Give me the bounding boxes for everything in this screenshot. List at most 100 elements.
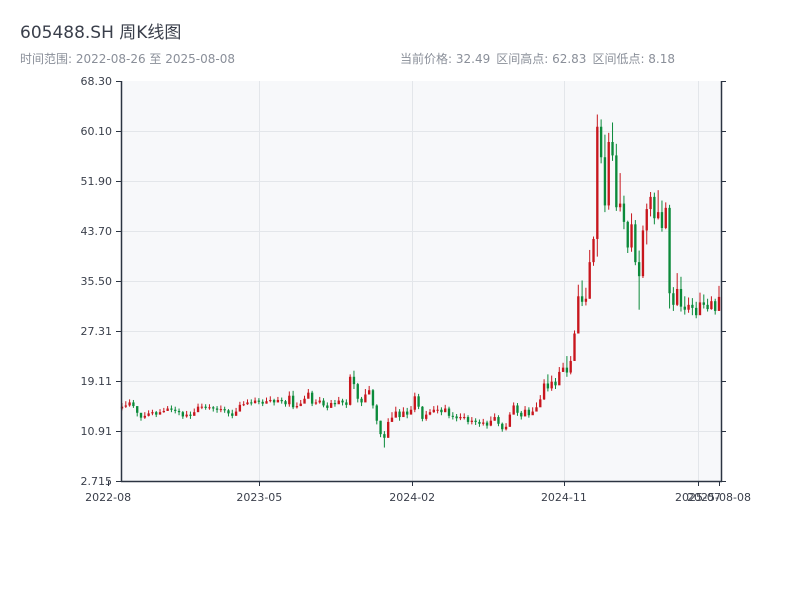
candle (432, 406, 435, 413)
x-tick-label: 2024-02 (389, 491, 435, 504)
grid-lines (121, 81, 721, 481)
candle (234, 407, 238, 416)
y-tick-label: 68.30 (81, 75, 113, 88)
candle-body (504, 426, 508, 430)
candle (459, 413, 462, 421)
candle (284, 399, 287, 407)
current-price-label: 当前价格: 32.49 (400, 52, 491, 66)
candle-body (714, 301, 717, 311)
candle (310, 390, 314, 407)
candle (276, 396, 280, 403)
candle (630, 213, 633, 252)
candle (314, 399, 318, 405)
candle (539, 395, 542, 408)
candle-body (641, 230, 645, 277)
candle-body (580, 296, 584, 302)
candles (120, 114, 721, 448)
candle (714, 298, 717, 315)
candle-body (375, 405, 378, 421)
candle-body (352, 376, 356, 385)
candle (672, 287, 675, 311)
candle-body (360, 398, 363, 403)
candle-body (238, 404, 242, 412)
candle-body (622, 203, 626, 222)
chart-title: 605488.SH 周K线图 (20, 23, 182, 43)
candle (542, 379, 546, 400)
candle (611, 122, 614, 161)
candle-body (257, 400, 261, 402)
candle-body (607, 141, 610, 206)
candle-body (406, 411, 409, 415)
candle-body (333, 403, 337, 405)
range-high-label: 区间高点: 62.83 (496, 52, 587, 66)
candle-body (626, 221, 629, 248)
candle-body (425, 414, 428, 419)
candle-body (656, 212, 660, 219)
candle (398, 409, 401, 421)
candle-body (200, 406, 204, 408)
candle-body (155, 412, 158, 415)
candle-body (215, 408, 219, 410)
candle (246, 399, 249, 405)
candle-body (227, 410, 230, 414)
candle (523, 406, 527, 417)
candle (136, 406, 139, 417)
candle-body (272, 399, 276, 403)
candle-body (501, 423, 504, 430)
candle-body (531, 411, 534, 416)
x-tick-label: 2023-05 (236, 491, 282, 504)
candle-body (516, 405, 519, 413)
candle-body (679, 288, 683, 307)
candle-body (611, 141, 614, 156)
candle-body (706, 304, 709, 310)
candle-body (276, 399, 280, 403)
candle (181, 410, 185, 419)
candle-body (599, 126, 603, 158)
candle-body (322, 400, 325, 406)
candle-body (478, 421, 481, 424)
candle (200, 403, 204, 410)
candle-body (440, 409, 443, 413)
candle-body (204, 406, 207, 408)
candle-body (432, 409, 435, 413)
candle-body (310, 392, 314, 404)
candle-body (307, 392, 310, 399)
candle (166, 406, 169, 411)
candle (303, 395, 306, 404)
candle-body (596, 126, 599, 239)
candle-body (402, 411, 405, 418)
candle (603, 134, 607, 213)
candle-body (466, 417, 470, 422)
candle (504, 423, 508, 431)
candle-body (303, 398, 306, 404)
candle (132, 399, 135, 408)
candle (527, 407, 531, 418)
candle-body (253, 400, 257, 404)
candle-body (242, 404, 245, 406)
candle-body (535, 407, 538, 412)
candle (333, 399, 337, 407)
candle-body (527, 409, 531, 416)
candle (649, 192, 652, 217)
candle-body (398, 411, 401, 418)
candle-body (128, 402, 131, 406)
candle-body (280, 399, 283, 402)
candle (261, 399, 264, 407)
candle-body (550, 381, 553, 389)
y-tick-label: 27.31 (81, 325, 113, 338)
candle (345, 399, 348, 408)
candle-body (364, 394, 367, 403)
candle (455, 414, 458, 422)
candle (687, 297, 690, 313)
candle-body (265, 401, 268, 404)
candle-body (212, 407, 215, 409)
candle-body (695, 307, 698, 316)
candle-body (653, 196, 656, 219)
candle-body (634, 224, 637, 263)
candle-body (603, 157, 607, 206)
candle-body (132, 402, 135, 407)
candle (208, 404, 211, 410)
candle (634, 220, 637, 266)
candle-body (512, 405, 515, 415)
candle-body (170, 408, 173, 410)
